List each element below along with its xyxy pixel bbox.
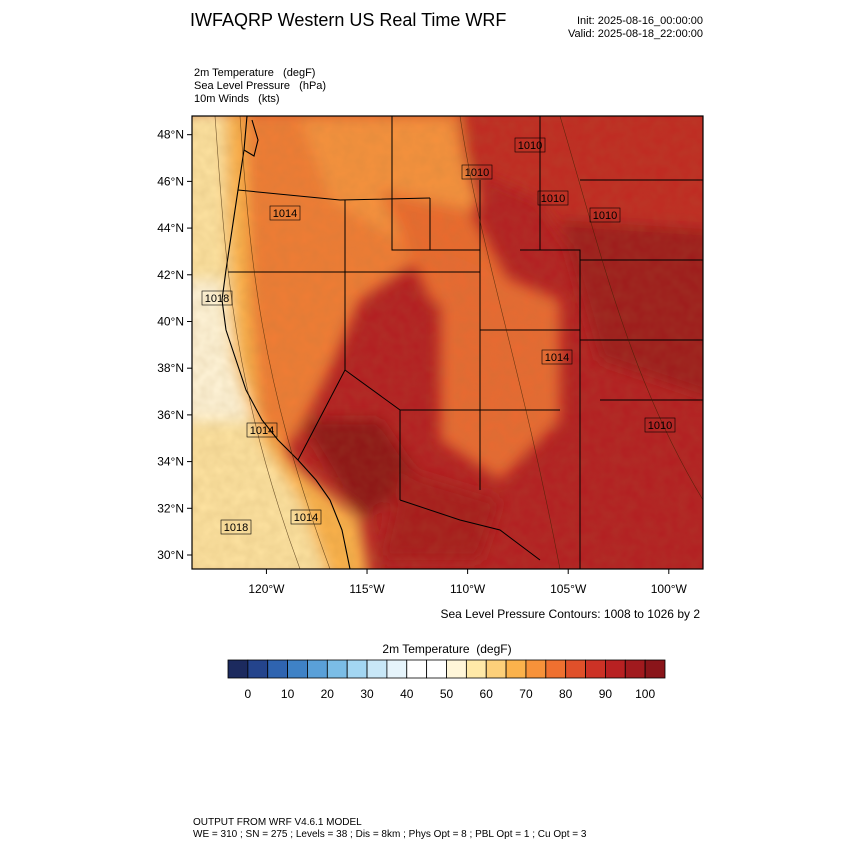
colorbar-tick-label: 50: [440, 687, 454, 701]
contour-label-box: [644, 417, 676, 433]
x-tick-label: 110°W: [450, 582, 486, 596]
contour-label-box: [220, 519, 252, 535]
state-borders: [228, 116, 703, 569]
y-tick-label: 40°N: [157, 314, 184, 328]
contour-label: 1010: [593, 210, 617, 222]
pressure-contours: [214, 116, 703, 569]
contour-label-box: [269, 205, 301, 221]
y-tick-label: 36°N: [157, 408, 184, 422]
contour-label: 1018: [224, 522, 248, 534]
colorbar-title: 2m Temperature (degF): [382, 642, 511, 656]
colorbar-box: [247, 659, 269, 679]
map-frame: [191, 115, 704, 570]
contour-label: 1014: [545, 352, 569, 364]
x-tick-label: 100°W: [651, 582, 688, 596]
contour-label-box: [541, 349, 573, 365]
y-tick-label: 46°N: [157, 174, 184, 188]
colorbar-box: [525, 659, 547, 679]
temperature-field: 1010 1010 1010 1010 1014 1018 1014 1014 1018 1014…: [192, 116, 703, 569]
y-tick-label: 42°N: [157, 268, 184, 282]
y-tick-label: 38°N: [157, 361, 184, 375]
contour-label-box: [514, 137, 546, 153]
colorbar-box: [465, 659, 487, 679]
colorbar-box: [565, 659, 586, 679]
colorbar-tick-label: 0: [245, 687, 252, 701]
contour-label: 1014: [250, 425, 274, 437]
colorbar-box: [287, 659, 308, 679]
footer-line: WE = 310 ; SN = 275 ; Levels = 38 ; Dis …: [193, 829, 587, 840]
colorbar-tick-label: 100: [635, 687, 655, 701]
field-label: 10m Winds (kts): [194, 93, 280, 105]
contour-label: 1010: [465, 167, 489, 179]
colorbar-box: [227, 659, 249, 679]
contour-label: 1010: [518, 140, 542, 152]
x-tick-label: 115°W: [349, 582, 385, 596]
contour-label-box: [246, 422, 278, 438]
colorbar-box: [326, 659, 348, 679]
colorbar-box: [386, 659, 408, 679]
contour-label: 1010: [648, 420, 672, 432]
colorbar-box: [267, 659, 288, 679]
colorbar-tick-label: 70: [519, 687, 533, 701]
colorbar-box: [585, 659, 606, 679]
colorbar-box: [426, 659, 447, 679]
colorbar-box: [446, 659, 467, 679]
colorbar-box: [505, 659, 527, 679]
colorbar-tick-label: 90: [599, 687, 613, 701]
colorbar-tick-label: 30: [360, 687, 374, 701]
y-tick-label: 30°N: [157, 548, 184, 562]
field-label: 2m Temperature (degF): [194, 67, 315, 79]
contour-label-box: [290, 509, 322, 525]
y-tick-label: 48°N: [157, 128, 184, 142]
y-tick-label: 34°N: [157, 455, 184, 469]
colorbar-box: [605, 659, 626, 679]
init-time: Init: 2025-08-16_00:00:00: [577, 15, 703, 27]
valid-time: Valid: 2025-08-18_22:00:00: [568, 28, 703, 40]
contour-label: 1018: [205, 293, 229, 305]
y-tick-label: 44°N: [157, 221, 184, 235]
contour-note: Sea Level Pressure Contours: 1008 to 102…: [441, 607, 701, 621]
colorbar-box: [366, 659, 388, 679]
colorbar-box: [624, 659, 646, 679]
colorbar-tick-label: 40: [400, 687, 414, 701]
x-tick-label: 105°W: [550, 582, 587, 596]
colorbar-tick-label: 60: [480, 687, 494, 701]
field-label: Sea Level Pressure (hPa): [194, 80, 326, 92]
contour-label-box: [201, 290, 233, 306]
colorbar-box: [485, 659, 507, 679]
colorbar-box: [346, 659, 368, 679]
colorbar-box: [644, 659, 666, 679]
x-tick-label: 120°W: [248, 582, 285, 596]
contour-label-box: [537, 190, 569, 206]
contour-label-box: [589, 207, 621, 223]
colorbar-box: [307, 659, 328, 679]
contour-label-box: [461, 164, 493, 180]
y-tick-label: 32°N: [157, 501, 184, 515]
colorbar-box: [545, 659, 567, 679]
title: IWFAQRP Western US Real Time WRF: [190, 10, 506, 30]
colorbar-tick-label: 10: [281, 687, 295, 701]
colorbar-tick-label: 80: [559, 687, 573, 701]
colorbar-box: [406, 659, 428, 679]
colorbar-tick-label: 20: [321, 687, 335, 701]
contour-label: 1010: [541, 193, 565, 205]
coastline: [221, 116, 351, 569]
footer-line: OUTPUT FROM WRF V4.6.1 MODEL: [193, 817, 362, 828]
contour-label: 1014: [294, 512, 318, 524]
contour-label: 1014: [273, 208, 297, 220]
